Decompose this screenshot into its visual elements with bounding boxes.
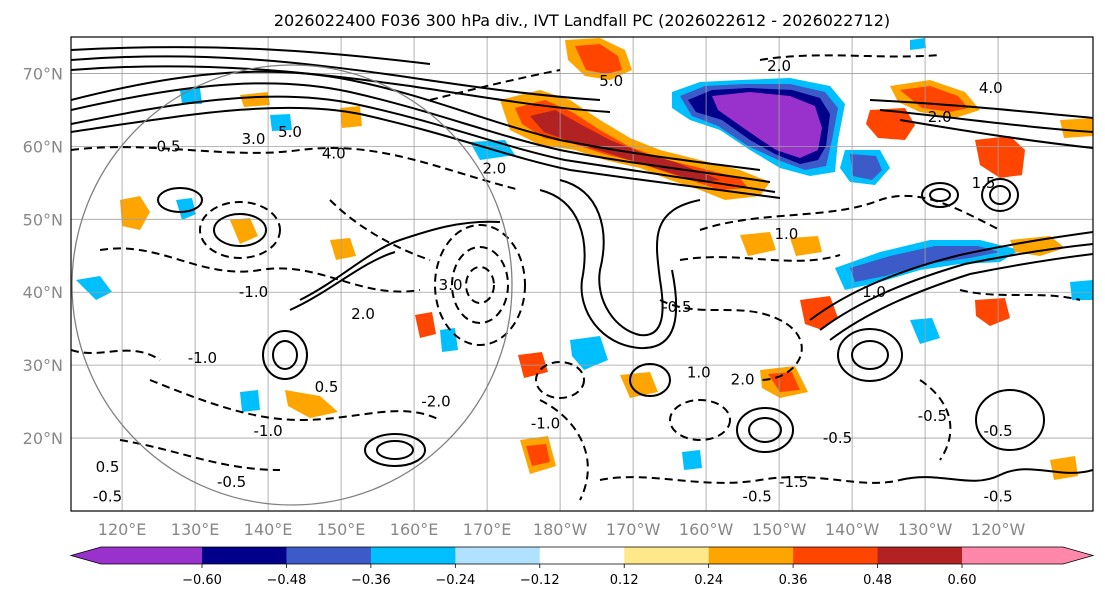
contour-label: -1.0 xyxy=(253,422,282,440)
x-tick-label: 170°E xyxy=(463,520,512,539)
contour-label: 1.0 xyxy=(687,363,711,381)
contour-label: -0.5 xyxy=(823,429,852,447)
colorbar-tick-label: −0.60 xyxy=(182,573,222,588)
contour-label: 2.0 xyxy=(482,159,506,177)
y-tick-label: 40°N xyxy=(23,283,63,302)
colorbar-segment xyxy=(455,547,541,564)
x-tick-label: 120°E xyxy=(98,520,147,539)
colorbar-segment xyxy=(370,547,456,564)
chart-title: 2026022400 F036 300 hPa div., IVT Landfa… xyxy=(274,11,890,30)
contour-label: 2.0 xyxy=(351,305,375,323)
contour-label: 3.0 xyxy=(439,276,463,294)
x-tick-labels: 120°E 130°E 140°E 150°E 160°E 170°E 180°W 170°W… xyxy=(98,520,1026,539)
contour-label: 1.5 xyxy=(972,174,996,192)
colorbar-tick-label: 0.24 xyxy=(694,573,723,588)
contour-label: -0.5 xyxy=(743,487,772,505)
contour-label: 0.5 xyxy=(315,378,339,396)
x-tick-label: 140°E xyxy=(244,520,293,539)
y-tick-label: 50°N xyxy=(23,210,63,229)
y-tick-label: 20°N xyxy=(23,429,63,448)
colorbar-segment xyxy=(202,547,287,564)
x-tick-label: 140°W xyxy=(825,520,880,539)
contour-label: -0.5 xyxy=(93,487,122,505)
contour-label: 2.0 xyxy=(928,108,952,126)
contour-label: -0.5 xyxy=(983,487,1012,505)
colorbar-segment xyxy=(624,547,710,564)
colorbar: −0.60 −0.48 −0.36 −0.24 −0.12 0.12 0.24 0.36 0.4… xyxy=(69,546,1095,588)
contour-label: 5.0 xyxy=(599,72,623,90)
colorbar-segment xyxy=(286,547,372,564)
contour-label: 3.0 xyxy=(242,130,266,148)
contour-label: -0.5 xyxy=(217,473,246,491)
contour-label: -0.5 xyxy=(662,298,691,316)
x-tick-label: 160°E xyxy=(390,520,439,539)
contour-label: 2.0 xyxy=(731,371,755,389)
contour-label: -1.0 xyxy=(239,283,268,301)
contour-label: -0.5 xyxy=(983,422,1012,440)
colorbar-segment xyxy=(708,547,794,564)
contour-label: -1.0 xyxy=(188,349,217,367)
y-tick-label: 70°N xyxy=(23,64,63,83)
x-tick-label: 130°E xyxy=(171,520,220,539)
colorbar-segment xyxy=(793,547,879,564)
contour-label: 2.0 xyxy=(767,57,791,75)
contour-label: 1.0 xyxy=(862,283,886,301)
x-tick-label: 170°W xyxy=(606,520,661,539)
colorbar-extend-high xyxy=(962,547,1093,564)
contour-label: 4.0 xyxy=(322,145,346,163)
contour-label: 4.0 xyxy=(979,79,1003,97)
x-tick-label: 130°W xyxy=(898,520,953,539)
contour-label: -0.5 xyxy=(918,407,947,425)
contour-layer-dashed xyxy=(71,54,1081,501)
colorbar-tick-label: 0.12 xyxy=(610,573,639,588)
contour-label: 5.0 xyxy=(278,123,302,141)
y-tick-label: 30°N xyxy=(23,356,63,375)
x-tick-label: 150°W xyxy=(752,520,807,539)
colorbar-tick-label: 0.60 xyxy=(948,573,977,588)
y-tick-labels: 20°N 30°N 40°N 50°N 60°N 70°N xyxy=(23,64,63,448)
contour-label: -0.5 xyxy=(151,137,180,155)
contour-label: -1.5 xyxy=(779,473,808,491)
colorbar-tick-label: −0.12 xyxy=(520,573,560,588)
contour-layer xyxy=(71,46,1093,482)
colorbar-tick-label: 0.36 xyxy=(779,573,808,588)
colorbar-segment xyxy=(539,547,625,564)
range-circle xyxy=(71,64,513,506)
contour-label: 0.5 xyxy=(96,458,120,476)
colorbar-segment xyxy=(877,547,963,564)
x-tick-label: 150°E xyxy=(317,520,366,539)
colorbar-tick-label: 0.48 xyxy=(863,573,892,588)
contour-label: -1.0 xyxy=(531,414,560,432)
x-tick-label: 160°W xyxy=(679,520,734,539)
x-tick-label: 180°W xyxy=(533,520,588,539)
map-panel: 5.0 5.0 4.0 3.0 2.0 4.0 2.0 1.5 1.0 1.0 2.0 -0.5 -1.… xyxy=(70,36,1094,512)
contour-label: 1.0 xyxy=(774,225,798,243)
colorbar-tick-label: −0.36 xyxy=(351,573,391,588)
colorbar-tick-label: −0.48 xyxy=(267,573,307,588)
x-tick-label: 120°W xyxy=(971,520,1026,539)
contour-labels: 5.0 5.0 4.0 3.0 2.0 4.0 2.0 1.5 1.0 1.0 2.0 -0.5 -1.… xyxy=(93,57,1013,505)
contour-label: -2.0 xyxy=(421,393,450,411)
colorbar-tick-label: −0.24 xyxy=(435,573,475,588)
colorbar-extend-low xyxy=(71,547,202,564)
y-tick-label: 60°N xyxy=(23,137,63,156)
